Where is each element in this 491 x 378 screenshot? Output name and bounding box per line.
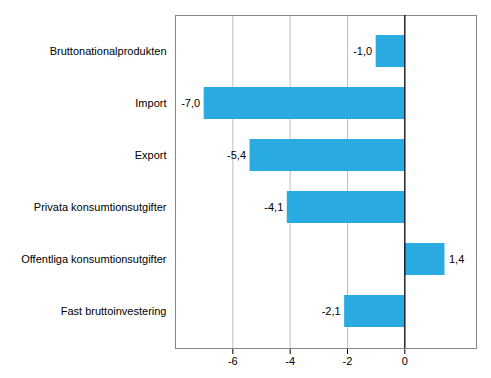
svg-text:Privata konsumtionsutgifter: Privata konsumtionsutgifter bbox=[34, 201, 167, 213]
svg-text:Import: Import bbox=[135, 97, 166, 109]
svg-text:-4,1: -4,1 bbox=[264, 201, 283, 213]
svg-text:0: 0 bbox=[402, 355, 408, 367]
svg-text:-7,0: -7,0 bbox=[181, 97, 200, 109]
svg-text:1,4: 1,4 bbox=[449, 253, 464, 265]
svg-text:Fast bruttoinvestering: Fast bruttoinvestering bbox=[61, 305, 167, 317]
svg-text:Offentliga konsumtionsutgifter: Offentliga konsumtionsutgifter bbox=[21, 253, 167, 265]
svg-text:Bruttonationalprodukten: Bruttonationalprodukten bbox=[50, 45, 167, 57]
svg-text:-2: -2 bbox=[343, 355, 353, 367]
svg-text:-1,0: -1,0 bbox=[353, 45, 372, 57]
svg-text:-6: -6 bbox=[228, 355, 238, 367]
svg-text:-5,4: -5,4 bbox=[227, 149, 246, 161]
svg-text:-2,1: -2,1 bbox=[322, 305, 341, 317]
svg-text:Export: Export bbox=[135, 149, 167, 161]
svg-text:-4: -4 bbox=[285, 355, 295, 367]
